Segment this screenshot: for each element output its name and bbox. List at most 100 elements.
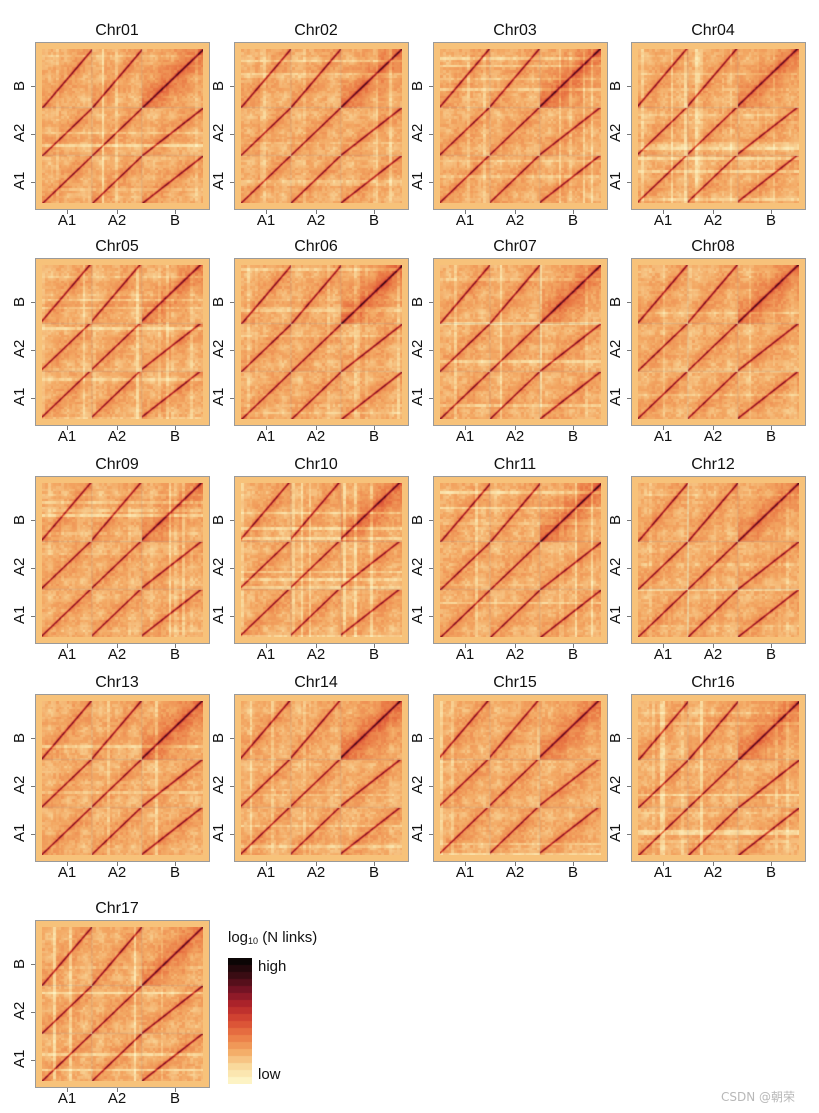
y-tick-label: A1 [607,823,624,842]
y-tick-mark [627,86,631,87]
x-tick-mark [771,426,772,430]
y-tick-mark [230,182,234,183]
y-tick-label: A1 [607,605,624,624]
heatmap-panel: Chr03 A1 A2 B A1 A2 B [409,22,615,229]
heatmap-matrix [638,49,799,203]
y-tick-mark [31,520,35,521]
y-tick-label: B [210,733,227,744]
heatmap-matrix [638,265,799,419]
x-tick-label: B [765,428,776,445]
x-tick-mark [663,210,664,214]
y-tick-label: B [607,515,624,526]
x-tick-label: A2 [703,646,723,663]
x-tick-label: A2 [107,646,127,663]
y-tick-label: B [409,297,426,308]
y-tick-label: A2 [409,123,426,142]
y-tick-label: A1 [11,1049,28,1068]
y-tick-mark [31,182,35,183]
x-tick-label: A1 [57,428,77,445]
panel-title: Chr04 [691,22,735,39]
x-tick-mark [465,644,466,648]
heatmap-panel: Chr10 A1 A2 B A1 A2 B [210,456,416,663]
x-tick-label: B [169,646,180,663]
y-tick-mark [31,616,35,617]
x-tick-mark [771,210,772,214]
y-tick-mark [31,134,35,135]
heatmap-frame [234,42,409,210]
panel-title: Chr11 [493,456,537,473]
y-tick-label: B [210,81,227,92]
y-tick-label: A2 [11,775,28,794]
heatmap-matrix [42,265,203,419]
y-tick-mark [429,520,433,521]
heatmap-matrix [638,483,799,637]
heatmap-matrix [42,927,203,1081]
x-tick-label: A2 [306,212,326,229]
x-tick-mark [175,210,176,214]
y-tick-label: A1 [409,171,426,190]
x-tick-label: A2 [107,428,127,445]
x-tick-mark [515,862,516,866]
x-tick-label: A1 [653,864,673,881]
x-tick-mark [771,862,772,866]
x-tick-mark [515,644,516,648]
legend-title-rest: (N links) [258,929,318,946]
panel-title: Chr08 [691,238,735,255]
y-tick-label: B [409,81,426,92]
y-tick-mark [31,786,35,787]
x-tick-mark [117,1088,118,1092]
y-tick-label: A2 [11,339,28,358]
x-tick-mark [663,644,664,648]
heatmap-frame [35,694,210,862]
y-tick-label: A2 [11,1001,28,1020]
heatmap-matrix [42,483,203,637]
x-tick-label: A2 [505,646,525,663]
heatmap-frame [234,694,409,862]
heatmap-matrix [638,701,799,855]
x-tick-label: B [169,212,180,229]
y-tick-label: A2 [607,557,624,576]
heatmap-matrix [440,483,601,637]
y-tick-label: A1 [210,605,227,624]
x-tick-mark [175,1088,176,1092]
x-tick-mark [67,426,68,430]
y-tick-label: A2 [409,339,426,358]
x-tick-mark [573,644,574,648]
y-tick-label: B [11,733,28,744]
legend-title-log: log [228,929,249,946]
x-tick-label: A2 [107,212,127,229]
y-tick-mark [230,738,234,739]
y-tick-mark [31,86,35,87]
x-tick-label: B [368,864,379,881]
heatmap-panel: Chr11 A1 A2 B A1 A2 B [409,456,615,663]
y-tick-label: A2 [210,123,227,142]
x-tick-mark [573,862,574,866]
y-tick-mark [627,616,631,617]
heatmap-panel: Chr13 A1 A2 B A1 A2 B [11,674,217,881]
y-tick-label: A1 [210,171,227,190]
y-tick-mark [429,86,433,87]
x-tick-label: A2 [107,864,127,881]
x-tick-mark [266,426,267,430]
y-tick-mark [627,350,631,351]
x-tick-label: A1 [256,646,276,663]
y-tick-label: A1 [409,823,426,842]
x-tick-mark [266,210,267,214]
y-tick-mark [429,616,433,617]
heatmap-frame [35,42,210,210]
x-tick-label: A2 [306,864,326,881]
x-tick-mark [663,426,664,430]
y-tick-label: A2 [210,339,227,358]
x-tick-label: A1 [455,212,475,229]
y-tick-label: A1 [11,605,28,624]
x-tick-label: A1 [57,212,77,229]
color-legend: log10 (N links) high low [228,928,378,1088]
x-tick-label: B [765,646,776,663]
x-tick-label: B [169,1090,180,1107]
y-tick-mark [230,134,234,135]
y-tick-label: A2 [11,557,28,576]
panel-title: Chr14 [294,674,338,691]
panel-title: Chr13 [95,674,139,691]
legend-high-label: high [258,958,287,975]
y-tick-mark [429,568,433,569]
